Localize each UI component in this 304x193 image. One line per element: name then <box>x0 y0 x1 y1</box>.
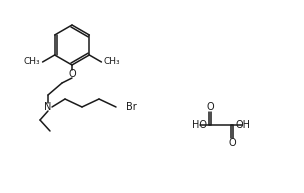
Text: HO: HO <box>192 120 207 130</box>
Text: Br: Br <box>126 102 137 112</box>
Text: O: O <box>228 138 236 148</box>
Text: OH: OH <box>235 120 250 130</box>
Text: N: N <box>44 102 52 112</box>
Text: O: O <box>68 69 76 79</box>
Text: CH₃: CH₃ <box>103 58 120 67</box>
Text: CH₃: CH₃ <box>24 58 40 67</box>
Text: O: O <box>206 102 214 112</box>
